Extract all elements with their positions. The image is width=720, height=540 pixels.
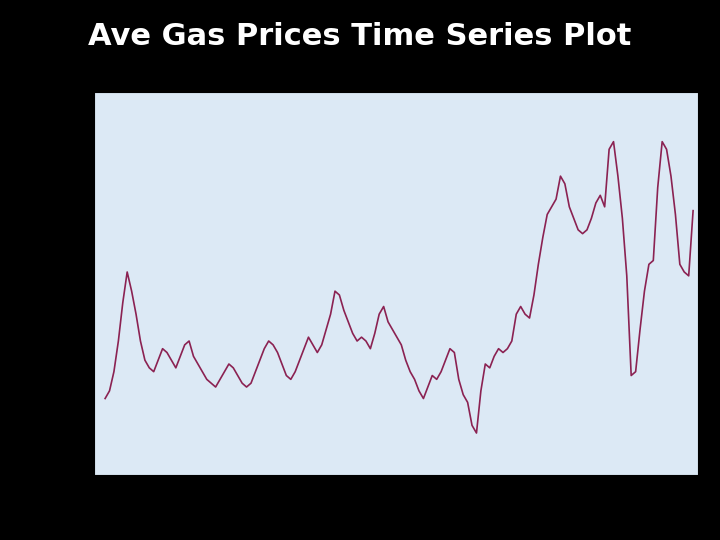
X-axis label: Year: Year — [377, 505, 415, 520]
Y-axis label: Price ($): Price ($) — [32, 247, 47, 320]
Text: Ave Gas Prices Time Series Plot: Ave Gas Prices Time Series Plot — [89, 22, 631, 51]
